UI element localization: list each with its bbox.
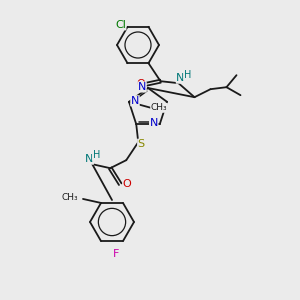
Text: H: H (184, 70, 191, 80)
Text: F: F (113, 249, 119, 259)
Text: Cl: Cl (115, 20, 126, 30)
Text: CH₃: CH₃ (151, 103, 167, 112)
Text: S: S (138, 139, 145, 149)
Text: N: N (85, 154, 93, 164)
Text: H: H (93, 150, 100, 160)
Text: N: N (131, 96, 139, 106)
Text: N: N (150, 118, 158, 128)
Text: N: N (176, 73, 185, 83)
Text: O: O (136, 79, 145, 89)
Text: N: N (138, 82, 146, 92)
Text: O: O (123, 179, 132, 189)
Text: CH₃: CH₃ (61, 194, 78, 202)
